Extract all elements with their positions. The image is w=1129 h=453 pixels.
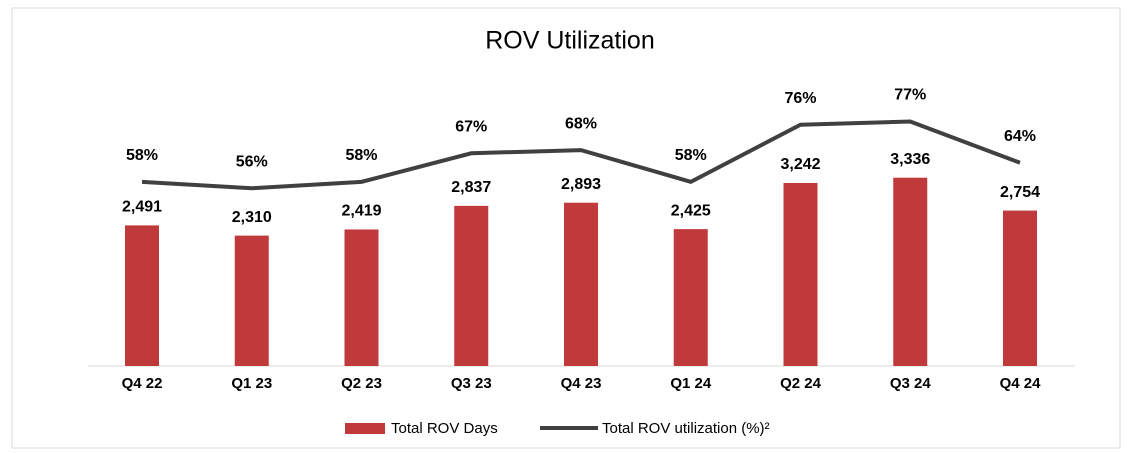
bar-value-label: 2,425 [671, 202, 711, 219]
line-value-label: 76% [784, 90, 816, 107]
line-value-label: 67% [455, 118, 487, 135]
legend-swatch [345, 423, 385, 434]
bar [564, 202, 598, 366]
legend-label: Total ROV utilization (%)² [602, 420, 770, 437]
line-value-label: 56% [236, 153, 268, 170]
bar-value-label: 2,893 [561, 176, 601, 193]
x-tick-label: Q2 23 [341, 375, 382, 392]
bar [234, 235, 269, 366]
chart-frame [11, 7, 1121, 449]
bar-value-label: 2,419 [341, 203, 381, 220]
bar [454, 205, 489, 366]
line-value-label: 64% [1004, 128, 1036, 145]
x-tick-label: Q4 23 [561, 375, 602, 392]
bar [344, 229, 379, 366]
bar [1003, 210, 1037, 366]
line-value-label: 77% [894, 87, 926, 104]
x-tick-label: Q4 24 [1000, 375, 1042, 392]
chart-title: ROV Utilization [485, 27, 655, 55]
line-value-label: 68% [565, 115, 597, 132]
bar-value-label: 3,242 [780, 156, 820, 173]
x-tick-label: Q3 23 [451, 375, 492, 392]
bar-value-label: 2,491 [122, 199, 162, 216]
legend-label: Total ROV Days [391, 420, 498, 437]
bar [125, 225, 159, 366]
bar [783, 183, 818, 366]
x-tick-label: Q4 22 [122, 375, 163, 392]
x-tick-label: Q3 24 [890, 375, 932, 392]
bar-value-label: 2,837 [451, 179, 491, 196]
bar [673, 229, 708, 366]
bar-value-label: 2,310 [232, 209, 272, 226]
line [141, 119, 1021, 191]
x-tick-label: Q1 24 [670, 375, 712, 392]
x-tick-label: Q2 24 [780, 375, 822, 392]
bar [893, 177, 928, 366]
bar-value-label: 3,336 [890, 151, 930, 168]
line-value-label: 58% [675, 147, 707, 164]
line-value-label: 58% [126, 147, 158, 164]
bar-value-label: 2,754 [1000, 184, 1040, 201]
line-value-label: 58% [345, 147, 377, 164]
x-tick-label: Q1 23 [231, 375, 272, 392]
